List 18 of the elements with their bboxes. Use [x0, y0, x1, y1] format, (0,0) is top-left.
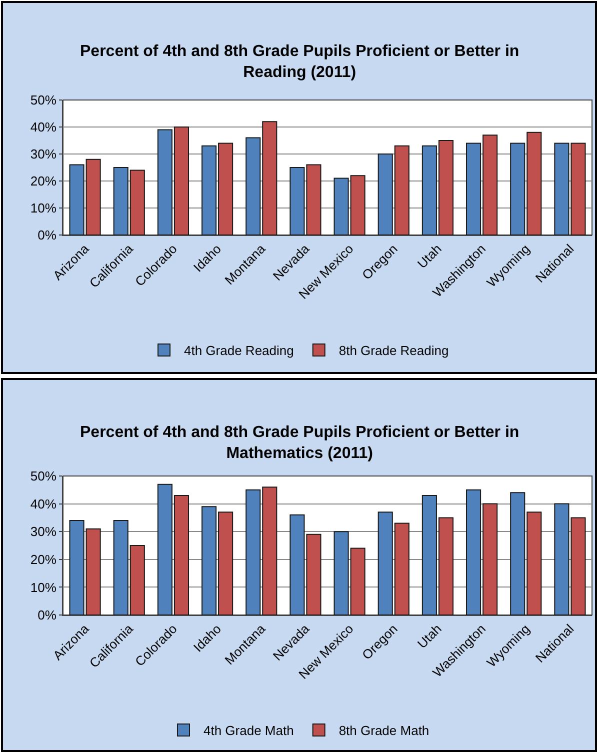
y-tick-label: 0% — [38, 228, 57, 243]
chart-title: Percent of 4th and 8th Grade Pupils Proficient or Better in Mathematics (2011) — [80, 424, 520, 462]
y-tick-label: 30% — [30, 524, 57, 540]
y-tick-label: 0% — [38, 608, 57, 623]
legend-label: 4th Grade Reading — [184, 343, 294, 358]
legend-label: 4th Grade Math — [204, 723, 294, 738]
y-tick-label: 20% — [30, 552, 57, 567]
y-tick-label: 10% — [30, 200, 57, 216]
legend-label: 8th Grade Reading — [338, 343, 449, 358]
y-tick-label: 30% — [30, 146, 57, 162]
chart-title: Percent of 4th and 8th Grade Pupils Proficient or Better in Reading (2011) — [80, 43, 520, 81]
y-tick-label: 50% — [30, 92, 57, 108]
y-tick-label: 50% — [30, 468, 57, 484]
y-tick-label: 10% — [30, 580, 57, 595]
y-tick-label: 20% — [30, 174, 57, 189]
y-tick-label: 40% — [30, 496, 57, 512]
y-tick-label: 40% — [30, 120, 57, 135]
legend-label: 8th Grade Math — [338, 723, 430, 738]
